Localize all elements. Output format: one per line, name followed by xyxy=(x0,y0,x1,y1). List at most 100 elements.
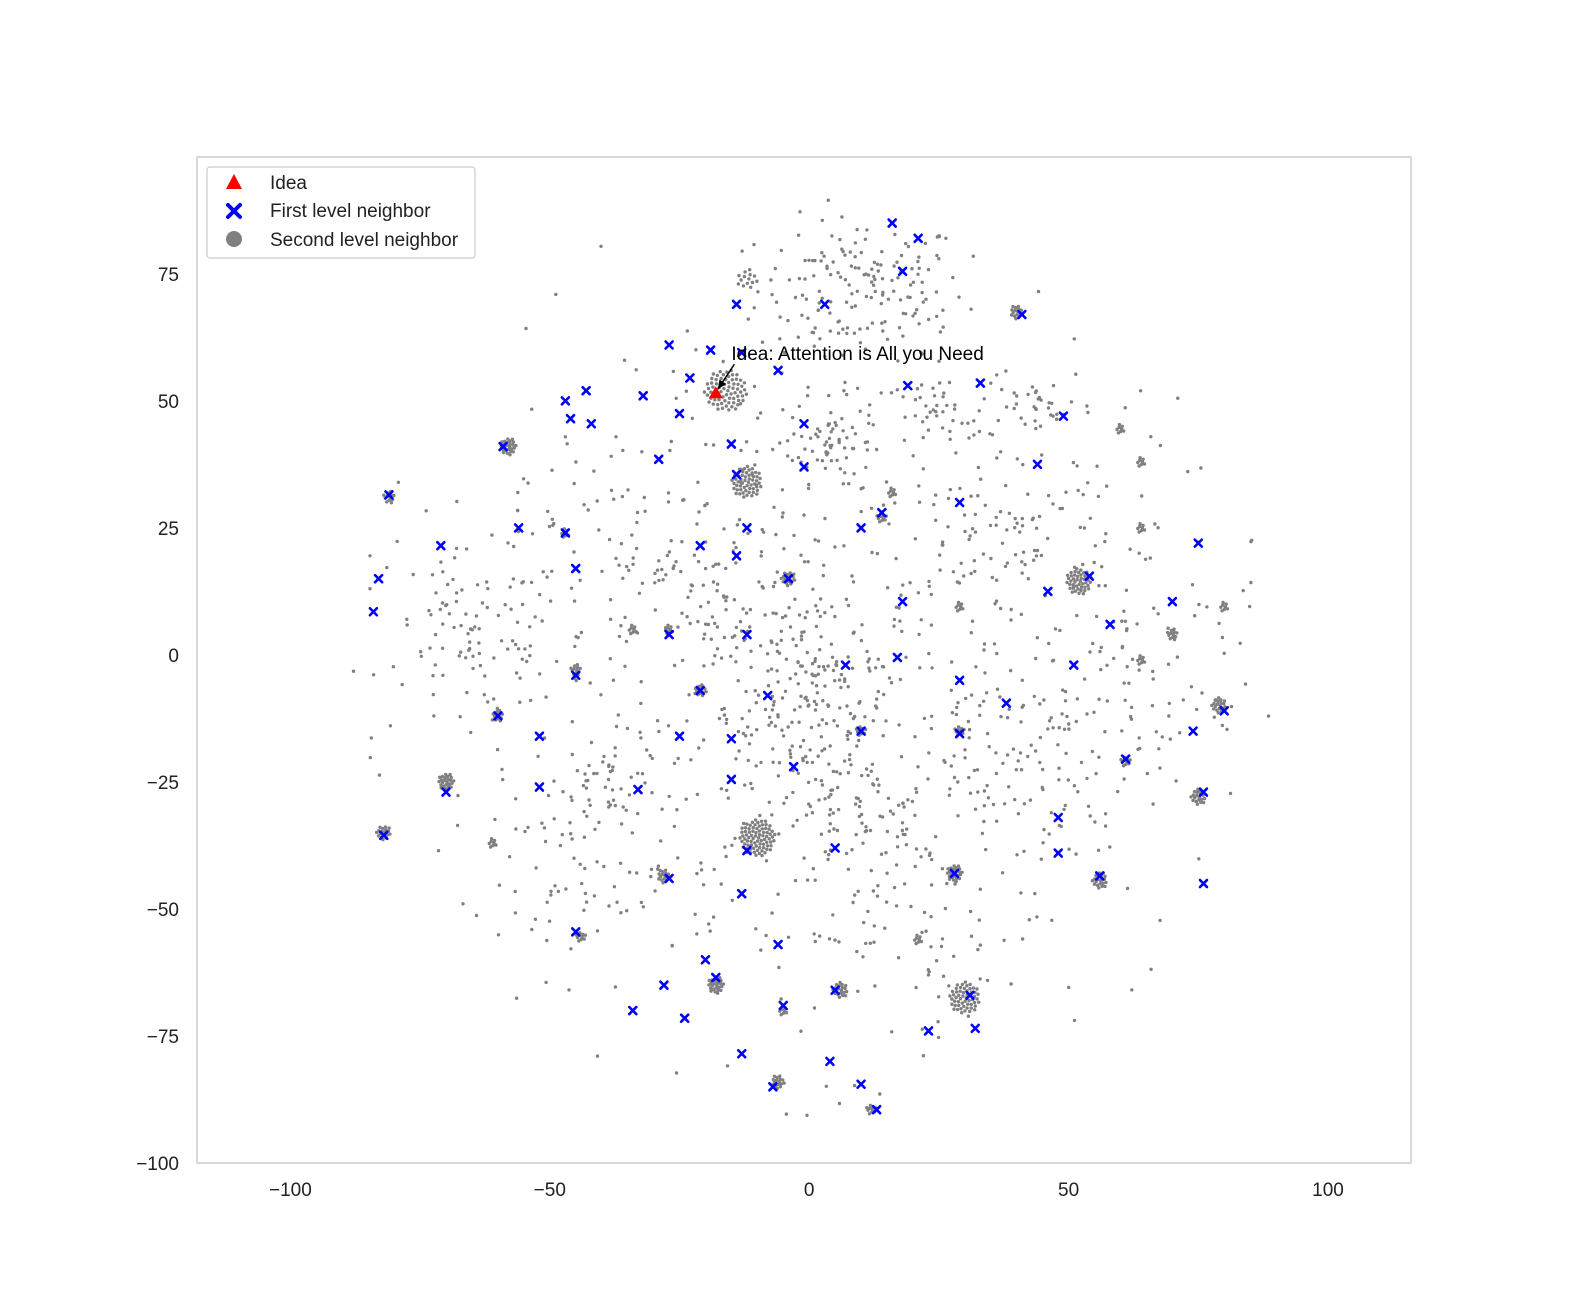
second-level-point xyxy=(623,664,627,668)
first-level-point xyxy=(762,690,773,701)
second-level-point xyxy=(881,329,885,333)
second-level-point xyxy=(920,280,924,284)
second-level-point xyxy=(743,478,747,483)
second-level-point xyxy=(967,775,971,780)
second-level-point xyxy=(768,848,772,852)
second-level-point xyxy=(781,1078,785,1082)
second-level-point xyxy=(961,990,966,995)
second-level-point xyxy=(1145,771,1150,776)
second-level-point xyxy=(853,255,857,259)
second-level-point xyxy=(1068,586,1072,590)
second-level-point xyxy=(926,267,931,272)
second-level-point xyxy=(799,634,804,638)
second-level-point xyxy=(920,290,924,295)
second-level-point xyxy=(761,586,765,590)
second-level-point xyxy=(724,393,729,397)
second-level-point xyxy=(941,410,945,414)
second-level-point xyxy=(715,373,720,378)
second-level-point xyxy=(838,772,842,776)
second-level-point xyxy=(786,454,790,458)
second-level-point xyxy=(709,989,713,993)
second-level-point xyxy=(827,829,831,833)
second-level-point xyxy=(864,465,868,470)
second-level-point xyxy=(746,725,750,729)
second-level-point xyxy=(767,827,771,831)
second-level-point xyxy=(429,613,433,617)
second-level-point xyxy=(861,955,865,959)
second-level-point xyxy=(967,998,971,1003)
second-level-point xyxy=(754,479,759,483)
second-level-point xyxy=(615,900,619,904)
second-level-point xyxy=(816,435,820,439)
second-level-point xyxy=(757,829,762,833)
second-level-point xyxy=(823,354,827,359)
first-level-point xyxy=(975,378,986,388)
second-level-point xyxy=(1073,580,1077,584)
second-level-point xyxy=(763,613,767,617)
second-level-point xyxy=(806,560,810,564)
first-level-point xyxy=(830,843,840,853)
second-level-point xyxy=(809,725,814,730)
second-level-point xyxy=(1041,767,1045,772)
second-level-point xyxy=(711,402,715,406)
second-level-point xyxy=(771,611,775,615)
second-level-point xyxy=(844,597,849,601)
second-level-point xyxy=(572,550,576,554)
second-level-point xyxy=(724,608,728,612)
second-level-point xyxy=(526,481,530,485)
second-level-point xyxy=(718,976,722,980)
second-level-point xyxy=(1101,881,1105,885)
second-level-point xyxy=(749,833,754,838)
second-level-point xyxy=(368,587,372,591)
second-level-point xyxy=(771,1078,775,1082)
second-level-point xyxy=(963,748,967,752)
second-level-point xyxy=(843,380,847,385)
second-level-point xyxy=(966,421,970,425)
second-level-point xyxy=(769,844,773,848)
second-level-point xyxy=(818,934,822,938)
second-level-point xyxy=(750,494,754,498)
second-level-point xyxy=(676,756,680,761)
second-level-point xyxy=(650,756,654,761)
first-level-point xyxy=(731,469,742,480)
second-level-point xyxy=(820,459,825,463)
second-level-point xyxy=(982,804,986,808)
second-level-point xyxy=(957,581,962,585)
x-tick-label: 0 xyxy=(804,1180,815,1201)
second-level-point xyxy=(985,783,989,788)
second-level-point xyxy=(975,987,979,991)
second-level-point xyxy=(1219,698,1223,702)
second-level-point xyxy=(812,932,816,936)
second-level-point xyxy=(1069,400,1074,404)
second-level-point xyxy=(1058,628,1062,633)
second-level-point xyxy=(967,436,971,440)
first-level-point xyxy=(685,373,695,383)
second-level-point xyxy=(492,697,496,701)
second-level-point xyxy=(1081,562,1085,567)
second-level-point xyxy=(800,630,804,634)
second-level-point xyxy=(963,756,967,760)
second-level-point xyxy=(926,777,930,781)
second-level-point xyxy=(892,617,897,622)
second-level-point xyxy=(514,827,518,831)
second-level-point xyxy=(451,577,455,582)
second-level-point xyxy=(525,659,529,664)
second-level-point xyxy=(827,762,831,766)
second-level-point xyxy=(666,872,671,876)
second-level-point xyxy=(938,553,942,557)
second-level-point xyxy=(730,378,734,382)
second-level-point xyxy=(1035,548,1040,553)
second-level-point xyxy=(829,300,833,304)
second-level-point xyxy=(926,317,931,322)
second-level-point xyxy=(1019,720,1023,724)
second-level-point xyxy=(765,840,769,844)
second-level-point xyxy=(941,308,945,312)
second-level-point xyxy=(816,672,820,676)
second-level-point xyxy=(464,612,468,616)
second-level-point xyxy=(578,578,582,582)
second-level-point xyxy=(784,1112,789,1116)
second-level-point xyxy=(439,783,443,787)
first-level-point xyxy=(695,540,706,551)
second-level-point xyxy=(775,669,779,673)
second-level-point xyxy=(376,834,381,838)
